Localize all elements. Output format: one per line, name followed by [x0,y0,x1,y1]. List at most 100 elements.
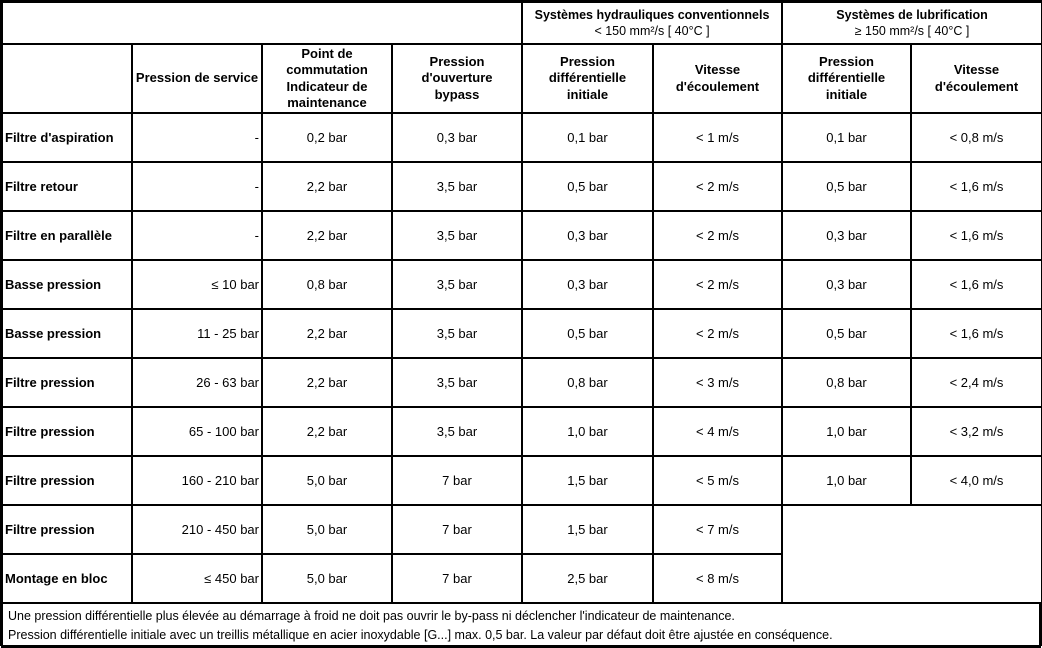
lub-dp-cell: 1,0 bar [781,406,913,457]
service-pressure-cell: 160 - 210 bar [131,455,263,506]
table-row: Montage en bloc ≤ 450 bar 5,0 bar 7 bar … [1,553,1042,604]
col-header-lub-initial-dp: Pression différentielle initiale [781,43,913,114]
bypass-cell: 3,5 bar [391,161,523,212]
lub-dp-cell: 0,5 bar [781,161,913,212]
row-label: Filtre en parallèle [1,210,133,261]
conv-velocity-cell: < 2 m/s [651,259,784,310]
conv-velocity-cell: < 2 m/s [651,161,784,212]
bypass-cell: 3,5 bar [391,259,523,310]
row-label: Basse pression [1,259,133,310]
footnote-line-2: Pression différentielle initiale avec un… [8,627,833,642]
lub-dp-cell-highlighted: 1,0 bar [781,455,913,506]
switching-point-cell: 2,2 bar [261,161,393,212]
footnote-line-1: Une pression différentielle plus élevée … [8,609,735,623]
conv-dp-cell: 0,3 bar [521,210,654,261]
service-pressure-cell: 210 - 450 bar [131,504,263,555]
table-row: Filtre pression 65 - 100 bar 2,2 bar 3,5… [1,406,1042,457]
row-label: Filtre pression [1,406,133,457]
lubrication-systems-subtitle: ≥ 150 mm²/s [ 40°C ] [854,24,970,38]
conv-velocity-cell: < 5 m/s [651,455,784,506]
row-label: Basse pression [1,308,133,359]
conv-dp-cell: 1,0 bar [521,406,654,457]
conv-dp-cell: 1,5 bar [521,455,654,506]
table-row: Basse pression ≤ 10 bar 0,8 bar 3,5 bar … [1,259,1042,310]
hydraulic-systems-title: Systèmes hydrauliques conventionnels [534,7,770,22]
switching-point-cell: 2,2 bar [261,357,393,408]
switching-point-cell: 5,0 bar [261,553,393,604]
row-label: Filtre pression [1,455,133,506]
table-row: Filtre retour - 2,2 bar 3,5 bar 0,5 bar … [1,161,1042,212]
conv-velocity-cell: < 8 m/s [651,553,784,604]
conv-dp-cell: 0,3 bar [521,259,654,310]
service-pressure-cell: 11 - 25 bar [131,308,263,359]
col-header-conv-initial-dp: Pression différentielle initiale [521,43,654,114]
lubrication-systems-title: Systèmes de lubrification [836,7,988,22]
conv-velocity-cell: < 7 m/s [651,504,784,555]
conv-velocity-cell: < 2 m/s [651,210,784,261]
filter-spec-table: Systèmes hydrauliques conventionnels < 1… [1,1,1042,604]
lub-velocity-cell: < 1,6 m/s [910,210,1042,261]
col-header-conv-flow-velocity: Vitesse d'écoulement [651,43,784,114]
switching-point-cell: 2,2 bar [261,308,393,359]
row-label: Filtre d'aspiration [1,112,133,163]
service-pressure-cell: 65 - 100 bar [131,406,263,457]
lub-dp-cell: 0,5 bar [781,308,913,359]
col-header-service-pressure: Pression de service [131,43,263,114]
row-label: Montage en bloc [1,553,133,604]
service-pressure-cell: - [131,112,263,163]
group-header-hydraulic-systems: Systèmes hydrauliques conventionnels < 1… [520,1,784,45]
bypass-cell: 3,5 bar [391,308,523,359]
table-row: Filtre pression 26 - 63 bar 2,2 bar 3,5 … [1,357,1042,408]
conv-velocity-cell: < 4 m/s [651,406,784,457]
conv-velocity-cell: < 2 m/s [651,308,784,359]
group-header-spacer [1,1,523,45]
lub-dp-cell: 0,8 bar [781,357,913,408]
lub-velocity-cell: < 1,6 m/s [910,259,1042,310]
bypass-cell: 3,5 bar [391,210,523,261]
conv-velocity-cell: < 1 m/s [651,112,784,163]
bypass-cell: 7 bar [391,504,523,555]
lub-velocity-cell: < 1,6 m/s [910,308,1042,359]
switching-point-cell: 5,0 bar [261,455,393,506]
bypass-cell: 7 bar [391,553,523,604]
conv-dp-cell: 0,5 bar [521,308,654,359]
lub-dp-cell: 0,3 bar [781,259,913,310]
conv-dp-cell: 2,5 bar [521,553,654,604]
switching-point-cell: 5,0 bar [261,504,393,555]
group-header-lubrication-systems: Systèmes de lubrification ≥ 150 mm²/s [ … [781,1,1042,45]
group-header-row: Systèmes hydrauliques conventionnels < 1… [1,1,1042,45]
switching-point-cell: 2,2 bar [261,406,393,457]
table-row: Filtre pression 210 - 450 bar 5,0 bar 7 … [1,504,1042,604]
lub-dp-cell: 0,3 bar [781,210,913,261]
lubrication-empty-merged-cell [781,504,1042,604]
col-header-switching-point: Point de commutation Indicateur de maint… [261,43,393,114]
hydraulic-systems-subtitle: < 150 mm²/s [ 40°C ] [594,24,710,38]
row-label: Filtre retour [1,161,133,212]
lub-dp-cell: 0,1 bar [781,112,913,163]
col-header-bypass-opening: Pression d'ouverture bypass [391,43,523,114]
lub-velocity-cell: < 0,8 m/s [910,112,1042,163]
footnotes: Une pression différentielle plus élevée … [1,604,1041,648]
conv-dp-cell: 0,1 bar [521,112,654,163]
switching-point-cell: 2,2 bar [261,210,393,261]
switching-point-cell: 0,8 bar [261,259,393,310]
service-pressure-cell: ≤ 10 bar [131,259,263,310]
service-pressure-cell: - [131,210,263,261]
lub-velocity-cell: < 3,2 m/s [910,406,1042,457]
column-header-row: Pression de service Point de commutation… [1,43,1042,114]
switching-point-cell: 0,2 bar [261,112,393,163]
bypass-cell: 3,5 bar [391,406,523,457]
conv-dp-cell: 1,5 bar [521,504,654,555]
conv-dp-cell: 0,5 bar [521,161,654,212]
bypass-cell: 7 bar [391,455,523,506]
lub-velocity-cell: < 1,6 m/s [910,161,1042,212]
conv-velocity-cell: < 3 m/s [651,357,784,408]
service-pressure-cell: - [131,161,263,212]
row-label: Filtre pression [1,504,133,555]
bypass-cell: 3,5 bar [391,357,523,408]
table-row: Basse pression 11 - 25 bar 2,2 bar 3,5 b… [1,308,1042,359]
col-header-lub-flow-velocity: Vitesse d'écoulement [910,43,1042,114]
lub-velocity-cell: < 4,0 m/s [910,455,1042,506]
corner-cell [1,43,133,114]
